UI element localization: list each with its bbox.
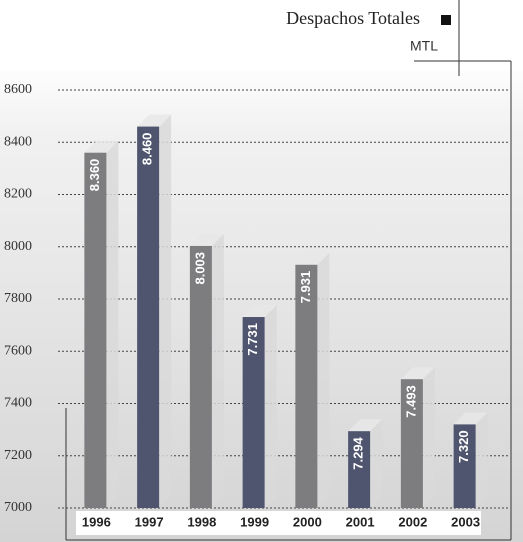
y-tick-label: 8600 bbox=[4, 82, 32, 97]
bar-top bbox=[84, 140, 119, 153]
bar-top bbox=[348, 419, 383, 432]
x-label-band bbox=[76, 511, 481, 535]
y-tick-label: 7400 bbox=[4, 396, 32, 411]
x-tick-label: 2002 bbox=[398, 514, 427, 529]
bar bbox=[242, 317, 265, 508]
value-label: 8.360 bbox=[87, 159, 102, 192]
x-tick-label: 1998 bbox=[187, 514, 216, 529]
value-label: 7.493 bbox=[403, 385, 418, 418]
bar-side bbox=[422, 367, 435, 508]
value-label: 8.003 bbox=[192, 252, 207, 285]
y-tick-label: 7800 bbox=[4, 291, 32, 306]
y-tick-label: 7600 bbox=[4, 343, 32, 358]
y-tick-label: 8000 bbox=[4, 239, 32, 254]
bar bbox=[137, 126, 160, 508]
bar-side bbox=[211, 233, 224, 508]
value-label: 7.294 bbox=[351, 436, 366, 469]
x-tick-label: 1999 bbox=[240, 514, 269, 529]
value-label: 7.320 bbox=[456, 430, 471, 463]
y-tick-label: 7200 bbox=[4, 448, 32, 463]
bar-top bbox=[453, 412, 488, 425]
unit-label: MTL bbox=[410, 38, 438, 54]
value-label: 7.731 bbox=[245, 323, 260, 356]
bar bbox=[348, 431, 371, 508]
bar bbox=[453, 424, 476, 508]
bar bbox=[400, 379, 423, 508]
x-tick-label: 2000 bbox=[293, 514, 322, 529]
x-tick-label: 1996 bbox=[82, 514, 111, 529]
x-tick-label: 2003 bbox=[451, 514, 480, 529]
legend-swatch bbox=[441, 15, 451, 25]
bar bbox=[84, 152, 107, 508]
bar-side bbox=[106, 140, 119, 508]
value-label: 7.931 bbox=[298, 271, 313, 304]
y-tick-label: 8400 bbox=[4, 134, 32, 149]
bar-side bbox=[370, 419, 383, 508]
bar-top bbox=[400, 367, 435, 380]
header-bg bbox=[0, 0, 523, 70]
bar bbox=[295, 264, 318, 508]
legend-label: Despachos Totales bbox=[286, 8, 420, 28]
bar-side bbox=[475, 412, 488, 508]
bar-top bbox=[242, 305, 277, 318]
bar-side bbox=[159, 114, 172, 508]
bar bbox=[189, 245, 212, 508]
value-label: 8.460 bbox=[140, 133, 155, 166]
bar-top bbox=[137, 114, 172, 127]
y-tick-label: 7000 bbox=[4, 500, 32, 515]
bar-top bbox=[295, 252, 330, 265]
bar-top bbox=[189, 233, 224, 246]
bar-side bbox=[264, 305, 277, 508]
x-tick-label: 2001 bbox=[346, 514, 375, 529]
y-tick-label: 8200 bbox=[4, 187, 32, 202]
bar-side bbox=[317, 252, 330, 508]
x-tick-label: 1997 bbox=[135, 514, 164, 529]
